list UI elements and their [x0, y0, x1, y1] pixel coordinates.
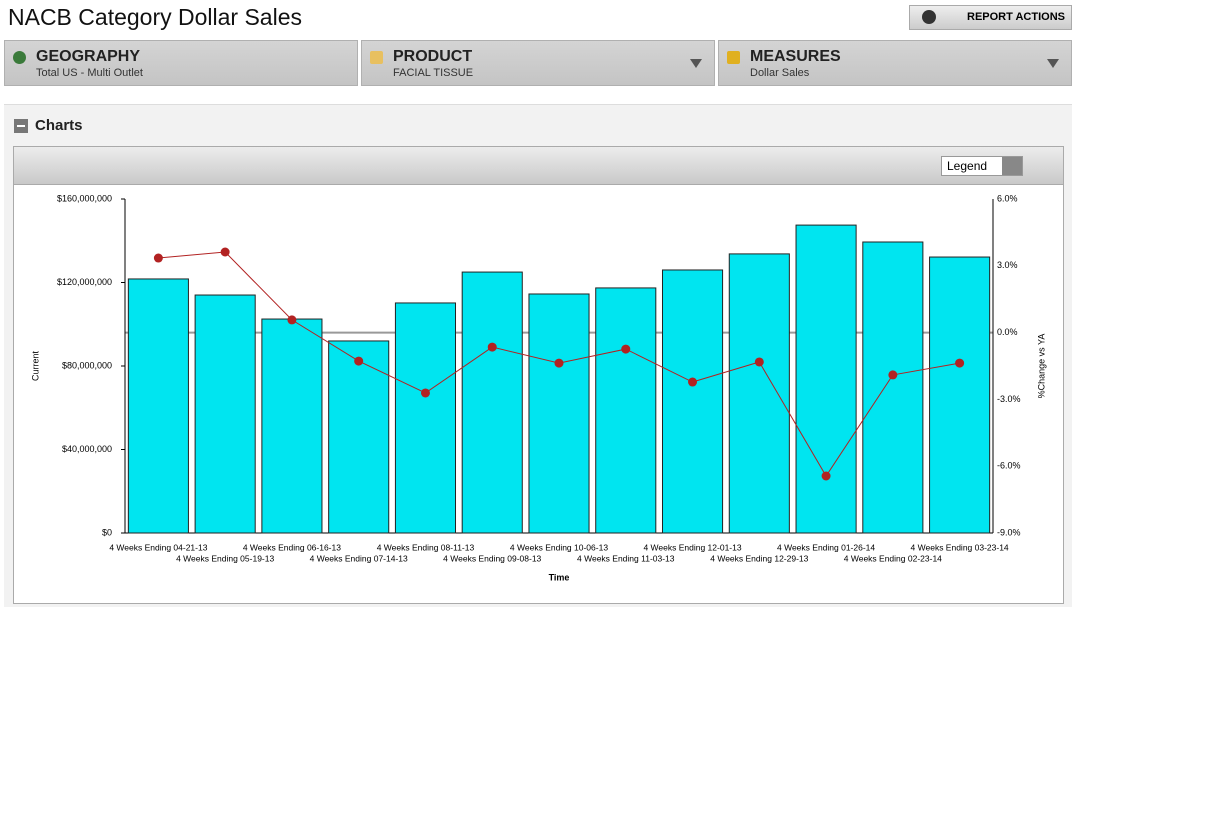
y2-tick-label: -3.0% — [997, 394, 1021, 404]
x-tick-label: 4 Weeks Ending 05-19-13 — [176, 553, 274, 563]
x-tick-label: 4 Weeks Ending 01-26-14 — [777, 542, 875, 552]
x-tick-label: 4 Weeks Ending 07-14-13 — [310, 553, 408, 563]
point — [354, 356, 364, 366]
dropdown-arrow — [690, 59, 702, 68]
point — [153, 253, 163, 263]
bar — [595, 287, 657, 534]
y-tick-label: $160,000,000 — [57, 193, 112, 203]
point — [220, 247, 230, 257]
dropdown-button — [1002, 157, 1022, 175]
dropdown-arrow — [1047, 59, 1059, 68]
point — [621, 344, 631, 354]
bar — [194, 294, 256, 534]
report-actions-button[interactable]: REPORT ACTIONS — [909, 5, 1072, 30]
bar — [328, 340, 390, 534]
bar — [795, 224, 857, 534]
filter-geography[interactable]: GEOGRAPHY Total US - Multi Outlet — [4, 40, 358, 86]
filter-measures[interactable]: MEASURES Dollar Sales — [718, 40, 1072, 86]
filter-value: Dollar Sales — [750, 67, 810, 79]
filter-label: PRODUCT — [393, 48, 473, 65]
bar — [929, 256, 991, 534]
x-tick-label: 4 Weeks Ending 04-21-13 — [109, 542, 207, 552]
point — [688, 377, 698, 387]
filter-label: MEASURES — [750, 48, 841, 65]
bar — [127, 278, 189, 534]
section-title: Charts — [35, 117, 83, 134]
x-tick-label: 4 Weeks Ending 12-29-13 — [710, 553, 808, 563]
filter-value: Total US - Multi Outlet — [36, 67, 143, 79]
select-label: Legend — [947, 159, 988, 173]
bar — [461, 271, 523, 534]
point — [821, 471, 831, 481]
x-tick-label: 4 Weeks Ending 08-11-13 — [377, 542, 475, 552]
bar — [261, 318, 323, 534]
x-tick-label: 4 Weeks Ending 12-01-13 — [643, 542, 741, 552]
point — [955, 358, 965, 368]
bar — [528, 293, 590, 534]
point — [888, 370, 898, 380]
y2-tick-label: 6.0% — [997, 193, 1018, 203]
bar — [661, 269, 724, 534]
x-tick-label: 4 Weeks Ending 06-16-13 — [243, 542, 341, 552]
y-axis-title: Current — [30, 350, 40, 381]
y-tick-label: $120,000,000 — [57, 277, 112, 287]
bar — [728, 253, 790, 534]
y-tick-label: $40,000,000 — [62, 444, 112, 454]
filter-product[interactable]: PRODUCT FACIAL TISSUE — [361, 40, 715, 86]
x-tick-label: 4 Weeks Ending 09-08-13 — [443, 553, 541, 563]
gear-icon — [922, 10, 936, 24]
globe-icon — [13, 51, 26, 64]
bar — [394, 302, 457, 534]
button-label: REPORT ACTIONS — [967, 11, 1065, 23]
y2-tick-label: -9.0% — [997, 527, 1021, 537]
x-tick-label: 4 Weeks Ending 10-06-13 — [510, 542, 608, 552]
x-axis-title: Time — [549, 572, 570, 582]
tag-icon — [370, 51, 383, 64]
ruler-icon — [727, 51, 740, 64]
point — [487, 342, 497, 352]
y-tick-label: $80,000,000 — [62, 360, 112, 370]
x-tick-label: 4 Weeks Ending 03-23-14 — [911, 542, 1009, 552]
collapse-button[interactable] — [14, 119, 28, 133]
y2-tick-label: 0.0% — [997, 327, 1018, 337]
filter-label: GEOGRAPHY — [36, 48, 141, 65]
y2-axis-title: %Change vs YA — [1036, 334, 1046, 399]
x-tick-label: 4 Weeks Ending 02-23-14 — [844, 553, 942, 563]
point — [287, 315, 297, 325]
legend-select[interactable]: Legend — [941, 156, 1023, 176]
y2-tick-label: -6.0% — [997, 461, 1021, 471]
y-tick-label: $0 — [102, 527, 112, 537]
point — [420, 388, 430, 398]
chart-toolbar — [14, 147, 1063, 185]
point — [554, 358, 564, 368]
page-title: NACB Category Dollar Sales — [8, 4, 303, 30]
x-tick-label: 4 Weeks Ending 11-03-13 — [577, 553, 675, 563]
point — [754, 357, 764, 367]
bar — [862, 241, 924, 534]
filter-value: FACIAL TISSUE — [393, 67, 474, 79]
y2-tick-label: 3.0% — [997, 260, 1018, 270]
